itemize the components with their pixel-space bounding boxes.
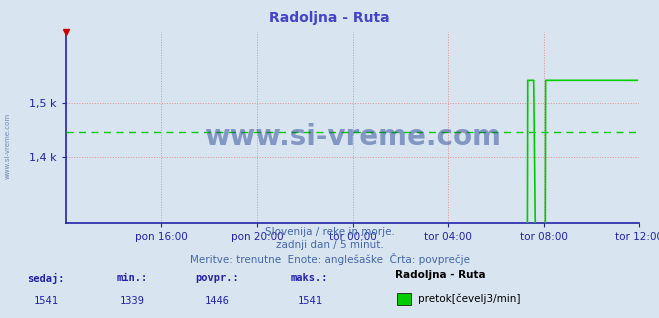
Text: 1339: 1339 — [119, 295, 144, 306]
Text: 1446: 1446 — [205, 295, 230, 306]
Text: povpr.:: povpr.: — [196, 273, 239, 283]
Text: www.si-vreme.com: www.si-vreme.com — [5, 113, 11, 179]
Text: pretok[čevelj3/min]: pretok[čevelj3/min] — [418, 293, 521, 304]
Text: Meritve: trenutne  Enote: anglešaške  Črta: povprečje: Meritve: trenutne Enote: anglešaške Črta… — [190, 253, 469, 265]
Text: 1541: 1541 — [34, 295, 59, 306]
Text: www.si-vreme.com: www.si-vreme.com — [204, 123, 501, 151]
Text: sedaj:: sedaj: — [28, 273, 65, 284]
Text: min.:: min.: — [116, 273, 148, 283]
Text: Radoljna - Ruta: Radoljna - Ruta — [395, 270, 486, 280]
Text: zadnji dan / 5 minut.: zadnji dan / 5 minut. — [275, 240, 384, 250]
Text: maks.:: maks.: — [291, 273, 328, 283]
Text: Slovenija / reke in morje.: Slovenija / reke in morje. — [264, 227, 395, 237]
Text: 1541: 1541 — [297, 295, 322, 306]
Text: Radoljna - Ruta: Radoljna - Ruta — [269, 11, 390, 25]
